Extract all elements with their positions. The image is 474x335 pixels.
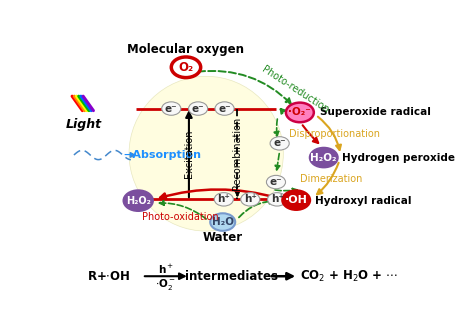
Text: h⁺: h⁺ bbox=[218, 194, 230, 204]
Circle shape bbox=[214, 193, 233, 206]
Text: e⁻: e⁻ bbox=[192, 104, 204, 114]
Circle shape bbox=[282, 190, 310, 210]
Circle shape bbox=[266, 175, 285, 189]
Text: R+$\cdot$OH: R+$\cdot$OH bbox=[87, 270, 130, 283]
Ellipse shape bbox=[129, 76, 283, 231]
Text: $\cdot$O$_2^-$: $\cdot$O$_2^-$ bbox=[155, 277, 176, 292]
Circle shape bbox=[270, 137, 289, 150]
Text: Excitation: Excitation bbox=[184, 129, 194, 178]
Text: Recombination: Recombination bbox=[232, 117, 242, 190]
Circle shape bbox=[171, 57, 201, 78]
Text: Molecular oxygen: Molecular oxygen bbox=[128, 43, 245, 56]
Circle shape bbox=[162, 102, 181, 115]
Text: H₂O₂: H₂O₂ bbox=[126, 196, 151, 206]
Text: CO$_2$ + H$_2$O + $\cdots$: CO$_2$ + H$_2$O + $\cdots$ bbox=[301, 269, 399, 284]
Text: O₂: O₂ bbox=[178, 61, 193, 74]
Text: Water: Water bbox=[203, 231, 243, 244]
Text: Disproportionation: Disproportionation bbox=[289, 129, 380, 139]
Text: h⁺: h⁺ bbox=[244, 194, 257, 204]
Text: ·O₂⁻: ·O₂⁻ bbox=[289, 108, 311, 118]
Text: e⁻: e⁻ bbox=[273, 138, 286, 148]
Text: Hydroxyl radical: Hydroxyl radical bbox=[315, 196, 411, 206]
Text: Hydrogen peroxide: Hydrogen peroxide bbox=[342, 152, 455, 162]
Text: →Absorption: →Absorption bbox=[124, 150, 201, 160]
Text: e⁻: e⁻ bbox=[270, 177, 283, 187]
Text: Dimerization: Dimerization bbox=[300, 174, 362, 184]
Text: ·OH: ·OH bbox=[285, 195, 308, 205]
Text: Photo-reduction: Photo-reduction bbox=[259, 64, 330, 115]
Text: Photo-oxidation: Photo-oxidation bbox=[142, 212, 219, 222]
Text: Light: Light bbox=[66, 118, 102, 131]
Text: h$^+$: h$^+$ bbox=[158, 262, 174, 276]
Text: h⁺: h⁺ bbox=[271, 194, 283, 204]
Text: H₂O: H₂O bbox=[212, 217, 234, 227]
Text: Superoxide radical: Superoxide radical bbox=[320, 108, 431, 118]
Text: H₂O₂: H₂O₂ bbox=[310, 152, 337, 162]
Text: e⁻: e⁻ bbox=[218, 104, 231, 114]
Circle shape bbox=[267, 193, 287, 206]
Circle shape bbox=[124, 190, 153, 211]
Circle shape bbox=[215, 102, 234, 115]
Text: e⁻: e⁻ bbox=[165, 104, 178, 114]
Circle shape bbox=[210, 213, 235, 231]
Circle shape bbox=[286, 103, 314, 122]
Circle shape bbox=[189, 102, 208, 115]
Circle shape bbox=[310, 148, 337, 168]
Text: intermediates: intermediates bbox=[185, 270, 278, 283]
Circle shape bbox=[241, 193, 260, 206]
